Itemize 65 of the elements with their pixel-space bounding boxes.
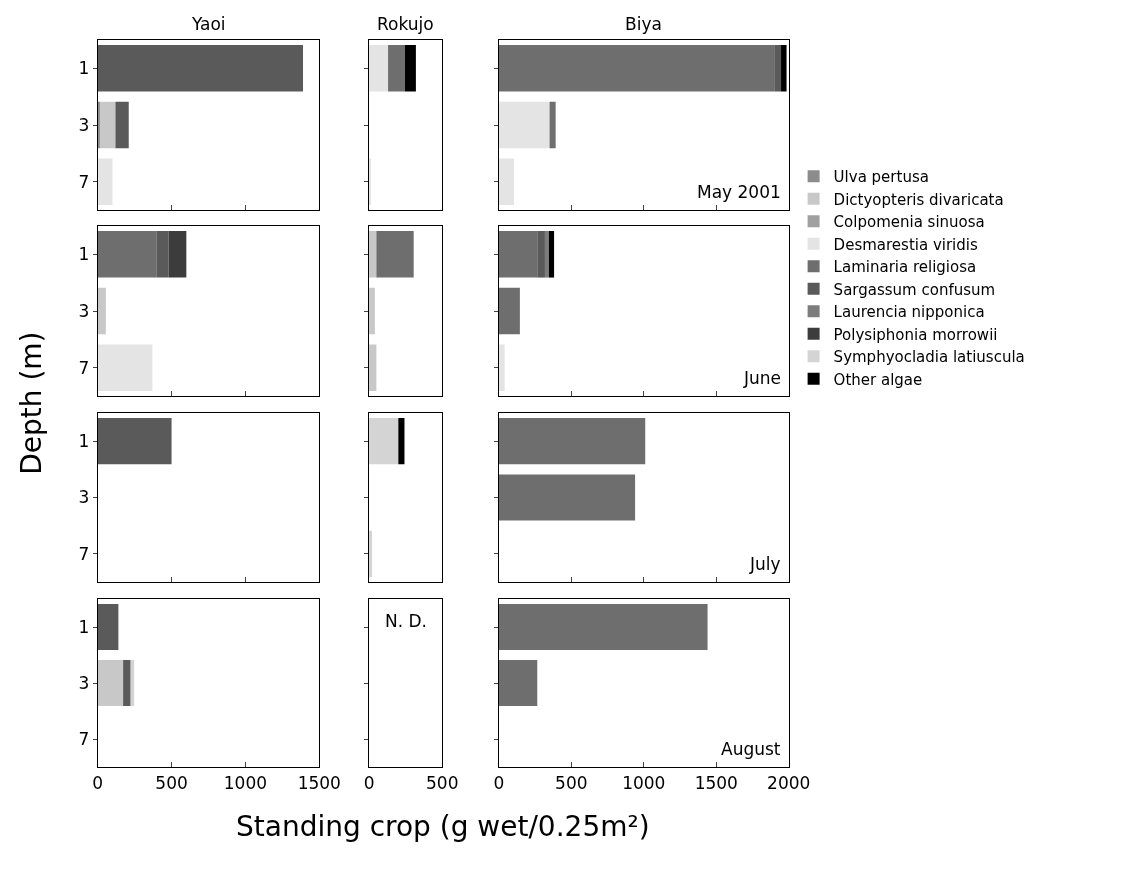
- y-tick-label: 7: [78, 357, 90, 378]
- legend-label: Laminaria religiosa: [833, 258, 977, 277]
- x-tick-label: 2000: [767, 772, 811, 793]
- x-tick-label: 0: [493, 772, 505, 793]
- y-axis-title: Depth (m): [14, 331, 48, 475]
- legend-label: Polysiphonia morrowii: [833, 325, 998, 344]
- legend-label: Symphyocladia latiuscula: [833, 348, 1025, 367]
- legend-label: Sargassum confusum: [833, 280, 996, 299]
- annotation: August: [721, 739, 781, 759]
- annotation: June: [743, 368, 782, 388]
- bar: [549, 101, 556, 149]
- bar: [498, 344, 505, 391]
- y-tick-label: 3: [78, 672, 90, 693]
- legend-label: Dictyopteris divaricata: [833, 190, 1004, 209]
- x-tick-label: 0: [363, 772, 375, 793]
- legend-label: Other algae: [833, 370, 923, 389]
- y-tick-label: 1: [78, 58, 90, 79]
- bar: [388, 45, 405, 92]
- bar: [548, 231, 555, 278]
- x-tick-label: 1000: [223, 772, 268, 793]
- bar: [115, 101, 129, 149]
- bar: [774, 45, 782, 92]
- x-tick-label: 1500: [297, 772, 341, 793]
- bar: [97, 660, 124, 706]
- y-tick-label: 7: [78, 728, 90, 749]
- x-tick-label: 500: [426, 772, 459, 793]
- bar: [99, 101, 116, 149]
- x-tick-label: 0: [92, 772, 104, 793]
- annotation: N. D.: [385, 611, 428, 631]
- bar: [498, 101, 550, 149]
- bar: [97, 45, 304, 92]
- bar: [544, 231, 549, 278]
- y-tick-label: 3: [78, 300, 90, 321]
- y-tick-label: 1: [78, 244, 90, 265]
- chart-title: Biya: [625, 14, 662, 34]
- y-tick-label: 1: [78, 616, 90, 637]
- x-axis-title: Standing crop (g wet/0.25m²): [236, 810, 650, 843]
- bar: [404, 45, 416, 92]
- x-tick-label: 500: [555, 772, 588, 793]
- chart-title: Yaoi: [191, 14, 226, 34]
- x-tick-label: 1500: [694, 772, 738, 793]
- bar: [123, 660, 131, 706]
- chart-title: Rokujo: [377, 14, 434, 34]
- annotation: July: [749, 554, 781, 574]
- bar: [498, 158, 515, 205]
- y-tick-label: 3: [78, 114, 90, 135]
- y-tick-label: 7: [78, 543, 90, 564]
- x-tick-label: 1000: [622, 772, 666, 793]
- y-tick-label: 3: [78, 487, 90, 508]
- bar: [498, 231, 538, 278]
- bar: [498, 287, 520, 335]
- x-tick-label: 500: [155, 772, 188, 793]
- bar: [97, 158, 113, 205]
- y-tick-label: 1: [78, 431, 90, 452]
- bar: [97, 604, 119, 650]
- legend-label: Laurencia nipponica: [833, 303, 985, 322]
- legend-label: Ulva pertusa: [833, 168, 929, 187]
- bar: [369, 45, 389, 92]
- bar: [781, 45, 787, 92]
- annotation: May 2001: [697, 182, 781, 202]
- bar: [537, 231, 545, 278]
- legend-label: Desmarestia viridis: [833, 235, 978, 254]
- legend-label: Colpomenia sinuosa: [833, 213, 985, 232]
- bar: [498, 45, 775, 92]
- y-tick-label: 7: [78, 171, 90, 192]
